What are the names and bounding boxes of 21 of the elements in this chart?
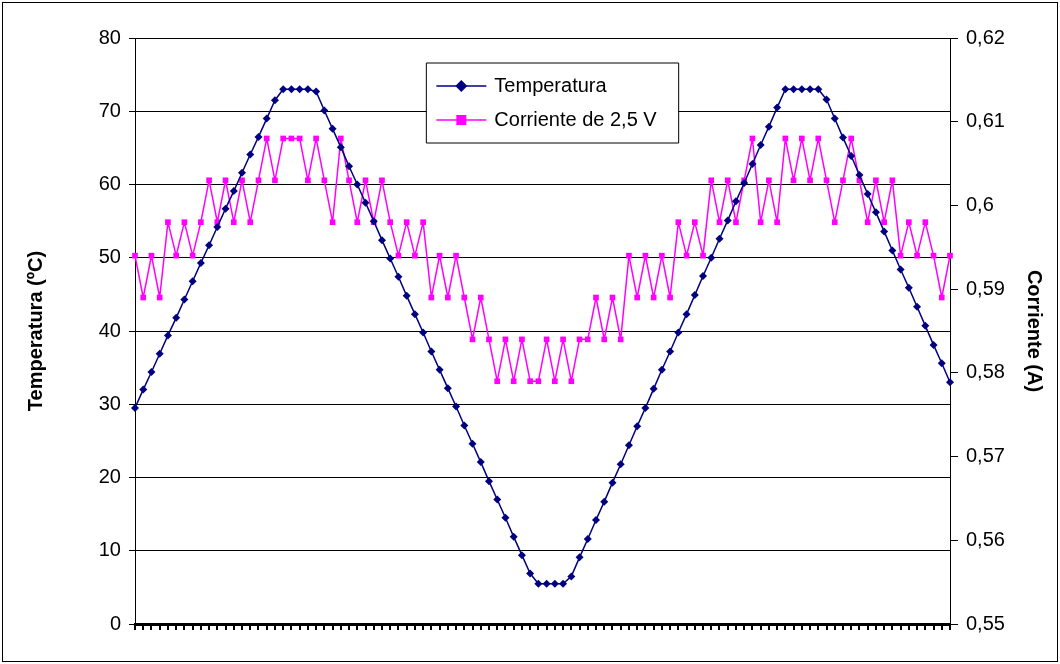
y2-tick-label: 0,59 <box>966 276 1005 299</box>
y-tick-label: 30 <box>98 391 121 414</box>
y-tick-label: 70 <box>98 98 121 121</box>
legend-label: Corriente de 2,5 V <box>494 107 658 130</box>
y-tick-label: 10 <box>98 538 121 561</box>
y2-axis-title: Corriente (A) <box>1024 269 1047 393</box>
y-tick-label: 0 <box>109 611 121 634</box>
legend-label: Temperatura <box>494 73 608 96</box>
y2-tick-label: 0,57 <box>966 444 1005 467</box>
y2-tick-label: 0,58 <box>966 360 1005 383</box>
y2-tick-label: 0,56 <box>966 527 1005 550</box>
y-tick-label: 80 <box>98 25 121 48</box>
y-tick-label: 20 <box>98 465 121 488</box>
y2-tick-label: 0,6 <box>966 192 994 215</box>
y-tick-label: 40 <box>98 318 121 341</box>
y-tick-label: 60 <box>98 172 121 195</box>
y-tick-label: 50 <box>98 245 121 268</box>
y2-tick-label: 0,62 <box>966 25 1005 48</box>
y2-tick-label: 0,55 <box>966 611 1005 634</box>
y-axis-title: Temperatura (ºC) <box>23 250 46 412</box>
y2-tick-label: 0,61 <box>966 109 1005 132</box>
